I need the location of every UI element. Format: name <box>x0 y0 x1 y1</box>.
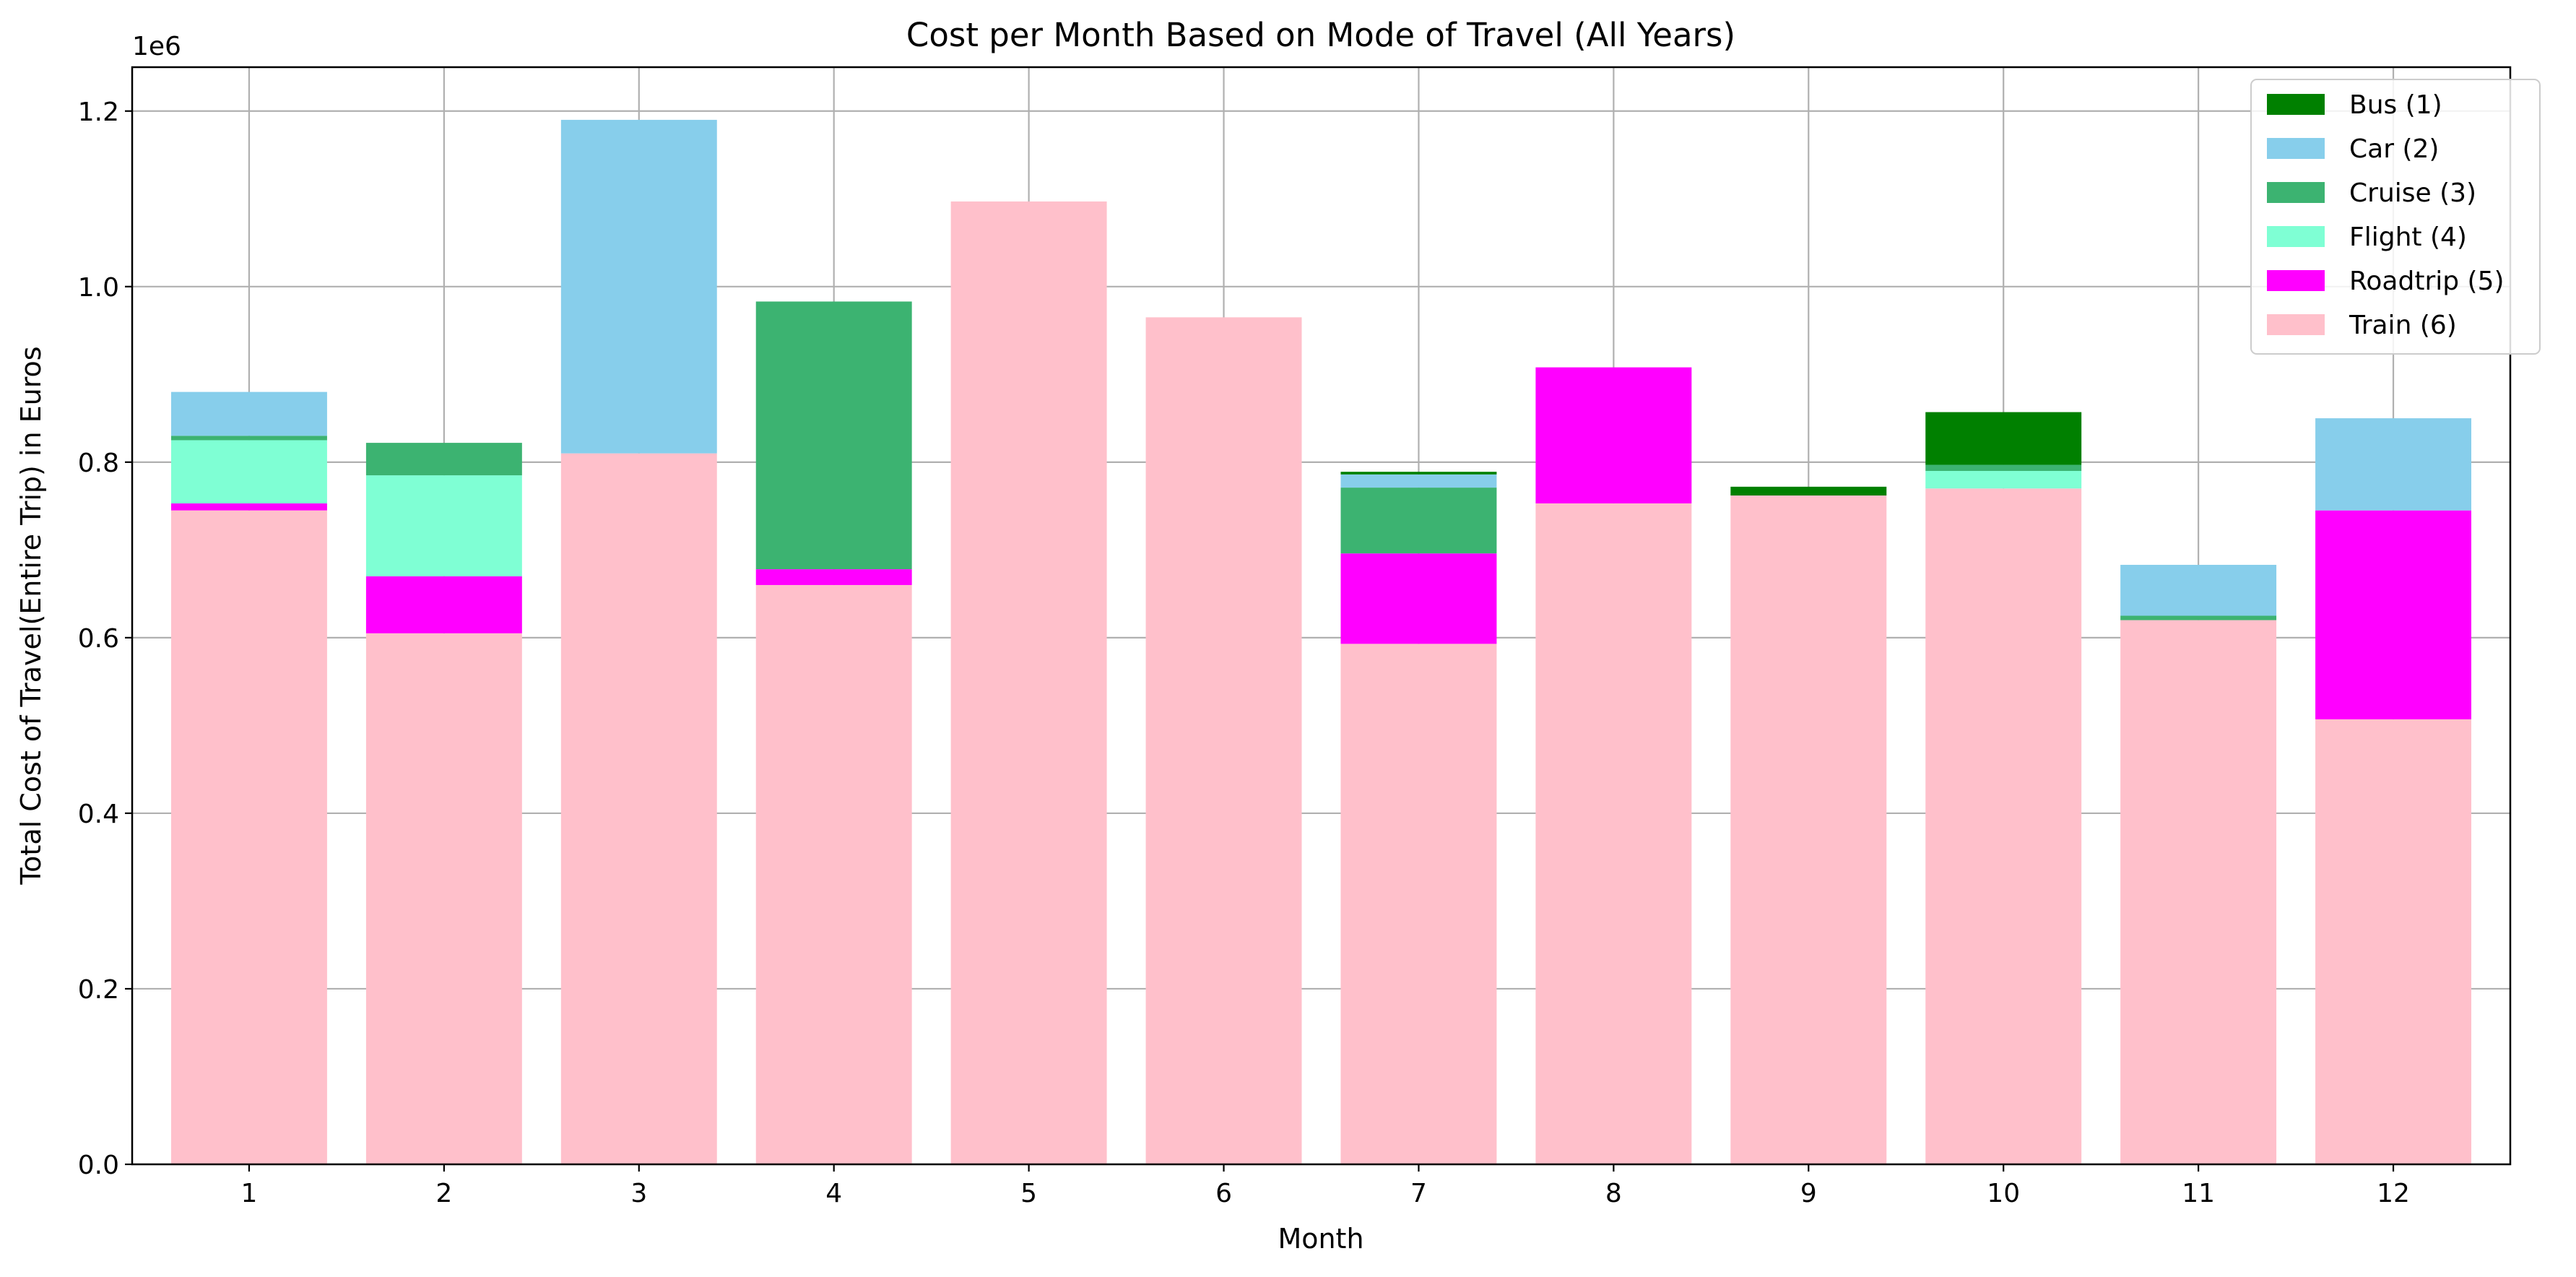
legend: Bus (1) Car (2) Cruise (3) Flight (4) Roadtr… <box>2250 79 2541 355</box>
bar-roadtrip-5-month-7 <box>1340 553 1497 644</box>
bar-roadtrip-5-month-1 <box>170 503 327 511</box>
bar-car-2-month-7 <box>1340 474 1497 488</box>
bar-train-6-month-2 <box>365 633 522 1164</box>
bar-cruise-3-month-7 <box>1340 488 1497 554</box>
bar-car-2-month-3 <box>560 119 717 454</box>
bar-train-6-month-5 <box>950 201 1107 1165</box>
x-tick-label: 2 <box>435 1179 452 1208</box>
legend-label-cruise-3: Cruise (3) <box>2349 178 2476 208</box>
bar-cruise-3-month-4 <box>755 301 912 570</box>
bar-car-2-month-1 <box>170 391 327 436</box>
bar-bus-1-month-9 <box>1730 486 1887 496</box>
bar-train-6-month-11 <box>2120 620 2277 1164</box>
legend-swatch-train-6 <box>2267 314 2325 335</box>
bar-train-6-month-7 <box>1340 644 1497 1164</box>
y-tick-label: 0.2 <box>78 975 119 1005</box>
bar-flight-4-month-1 <box>170 440 327 503</box>
legend-swatch-cruise-3 <box>2267 182 2325 203</box>
legend-label-flight-4: Flight (4) <box>2349 222 2467 252</box>
bar-cruise-3-month-11 <box>2120 615 2277 620</box>
bar-train-6-month-6 <box>1145 317 1302 1164</box>
bar-car-2-month-12 <box>2315 418 2472 511</box>
bar-flight-4-month-10 <box>1925 470 2082 489</box>
bar-train-6-month-12 <box>2315 719 2472 1164</box>
bar-bus-1-month-10 <box>1925 412 2082 465</box>
x-tick-label: 12 <box>2377 1179 2410 1208</box>
y-offset-text: 1e6 <box>132 32 181 61</box>
y-tick-label: 0.0 <box>78 1151 119 1180</box>
y-axis-label: Total Cost of Travel(Entire Trip) in Eur… <box>15 346 47 885</box>
legend-swatch-roadtrip-5 <box>2267 270 2325 291</box>
y-tick-label: 0.4 <box>78 800 119 829</box>
bar-roadtrip-5-month-2 <box>365 576 522 633</box>
bar-roadtrip-5-month-8 <box>1535 367 1692 503</box>
legend-swatch-bus-1 <box>2267 94 2325 115</box>
x-axis-label: Month <box>1278 1223 1363 1255</box>
x-tick-label: 9 <box>1800 1179 1817 1208</box>
bar-bus-1-month-7 <box>1340 472 1497 475</box>
bar-train-6-month-3 <box>560 453 717 1164</box>
plot-frame <box>131 66 2512 1166</box>
x-tick-label: 11 <box>2182 1179 2215 1208</box>
x-tick-label: 8 <box>1605 1179 1622 1208</box>
y-tick-label: 0.8 <box>78 449 119 478</box>
legend-swatch-car-2 <box>2267 138 2325 159</box>
y-tick-label: 1.0 <box>78 273 119 303</box>
legend-label-roadtrip-5: Roadtrip (5) <box>2349 267 2505 296</box>
legend-items: Bus (1) Car (2) Cruise (3) Flight (4) Roadtr… <box>2267 90 2505 340</box>
x-tick-label: 4 <box>825 1179 842 1208</box>
bar-train-6-month-4 <box>755 584 912 1164</box>
y-tick-label: 0.6 <box>78 624 119 654</box>
legend-swatch-flight-4 <box>2267 226 2325 247</box>
bars-layer <box>170 119 2472 1165</box>
bar-train-6-month-10 <box>1925 488 2082 1164</box>
y-tick-label: 1.2 <box>78 98 119 127</box>
x-tick-label: 10 <box>1987 1179 2020 1208</box>
bar-train-6-month-1 <box>170 510 327 1164</box>
bar-train-6-month-9 <box>1730 495 1887 1164</box>
bar-train-6-month-8 <box>1535 503 1692 1164</box>
x-tick-label: 3 <box>630 1179 647 1208</box>
x-tick-label: 1 <box>240 1179 257 1208</box>
bar-cruise-3-month-1 <box>170 436 327 441</box>
legend-label-train-6: Train (6) <box>2349 311 2457 340</box>
bar-cruise-3-month-2 <box>365 443 522 476</box>
bar-car-2-month-11 <box>2120 565 2277 616</box>
legend-label-bus-1: Bus (1) <box>2349 90 2442 120</box>
ticks-layer: 0.00.20.40.60.81.01.21 2 3 4 5 6 7 8 9 10 11 12 <box>78 98 2410 1208</box>
chart-title: Cost per Month Based on Mode of Travel (… <box>906 16 1735 54</box>
x-tick-label: 6 <box>1215 1179 1232 1208</box>
x-tick-label: 7 <box>1410 1179 1427 1208</box>
bar-roadtrip-5-month-4 <box>755 569 912 585</box>
bar-flight-4-month-2 <box>365 475 522 576</box>
legend-label-car-2: Car (2) <box>2349 134 2439 164</box>
x-tick-label: 5 <box>1020 1179 1037 1208</box>
bar-cruise-3-month-10 <box>1925 464 2082 471</box>
bar-roadtrip-5-month-12 <box>2315 510 2472 719</box>
